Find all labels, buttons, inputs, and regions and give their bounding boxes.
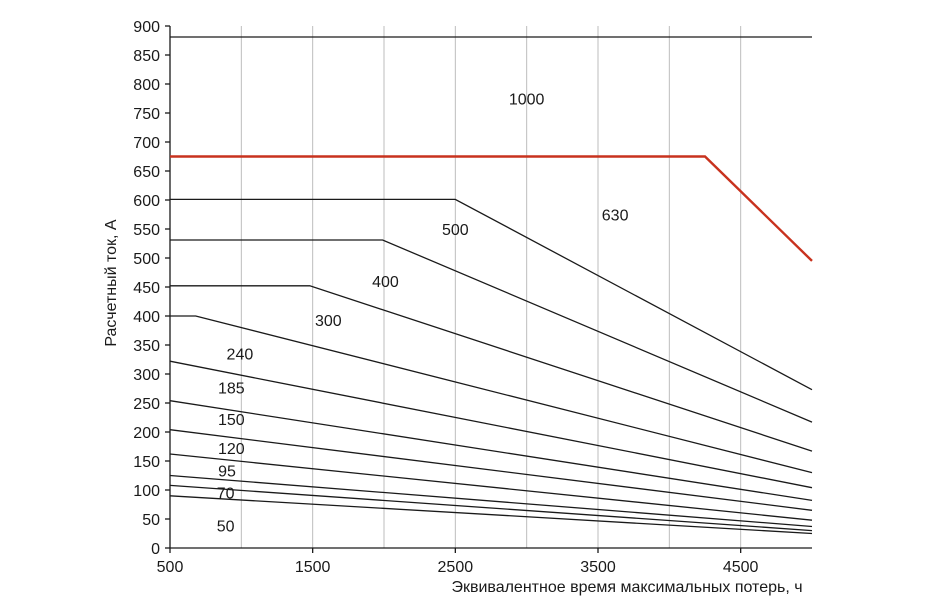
x-tick-label: 3500: [580, 559, 616, 576]
x-tick-label: 2500: [438, 559, 474, 576]
y-tick-label: 700: [133, 135, 160, 152]
series-line-1000: [170, 155, 813, 262]
grid: [240, 26, 742, 548]
x-tick-label: 1500: [295, 559, 331, 576]
series-line-120: [169, 453, 813, 521]
series-line-240: [169, 360, 813, 489]
series-label-50: 50: [217, 518, 235, 535]
series-line-630: [170, 198, 813, 391]
y-tick-label: 650: [133, 164, 160, 181]
y-tick-label: 800: [133, 77, 160, 94]
series-label-240: 240: [227, 347, 254, 364]
series-label-400: 400: [372, 274, 399, 291]
series-line-185: [169, 400, 813, 502]
y-tick-label: 850: [133, 48, 160, 65]
y-axis-title: Расчетный ток, А: [103, 219, 120, 347]
tick-labels: 0 50 100 150 200 250 300 350 400 450 500 550 600 650 7…: [133, 19, 758, 576]
series-line-500: [170, 239, 813, 423]
axes: [165, 25, 812, 553]
series-line-150: [169, 429, 813, 511]
series-line-400: [170, 285, 813, 452]
series-label-150: 150: [218, 412, 245, 429]
series-line-95: [169, 474, 813, 528]
y-tick-label: 550: [133, 222, 160, 239]
series-label-120: 120: [218, 441, 245, 458]
x-tick-label: 4500: [723, 559, 759, 576]
series-label-70: 70: [217, 485, 235, 502]
series-label-300: 300: [315, 313, 342, 330]
x-axis-title: Эквивалентное время максимальных потерь,…: [451, 579, 802, 596]
y-tick-label: 100: [133, 483, 160, 500]
y-tick-label: 250: [133, 396, 160, 413]
series-labels: 1000 630 500 400 300 240 185 150 120 95 70 50: [217, 92, 629, 536]
series-line-50: [169, 495, 813, 535]
series-label-630: 630: [602, 208, 629, 225]
y-tick-label: 750: [133, 106, 160, 123]
y-tick-label: 350: [133, 338, 160, 355]
x-tick-label: 500: [157, 559, 184, 576]
y-tick-label: 400: [133, 309, 160, 326]
y-tick-label: 500: [133, 251, 160, 268]
series-label-500: 500: [442, 222, 469, 239]
series-lines: [169, 36, 813, 535]
y-tick-label: 50: [142, 512, 160, 529]
y-tick-label: 150: [133, 454, 160, 471]
y-tick-label: 200: [133, 425, 160, 442]
series-label-185: 185: [218, 380, 245, 397]
y-tick-label: 900: [133, 19, 160, 36]
series-line-300: [170, 315, 813, 474]
y-tick-label: 0: [151, 541, 160, 558]
y-tick-label: 450: [133, 280, 160, 297]
y-tick-label: 300: [133, 367, 160, 384]
series-label-95: 95: [218, 463, 236, 480]
y-tick-label: 600: [133, 193, 160, 210]
series-line-70: [169, 484, 813, 532]
series-label-1000: 1000: [509, 92, 545, 109]
